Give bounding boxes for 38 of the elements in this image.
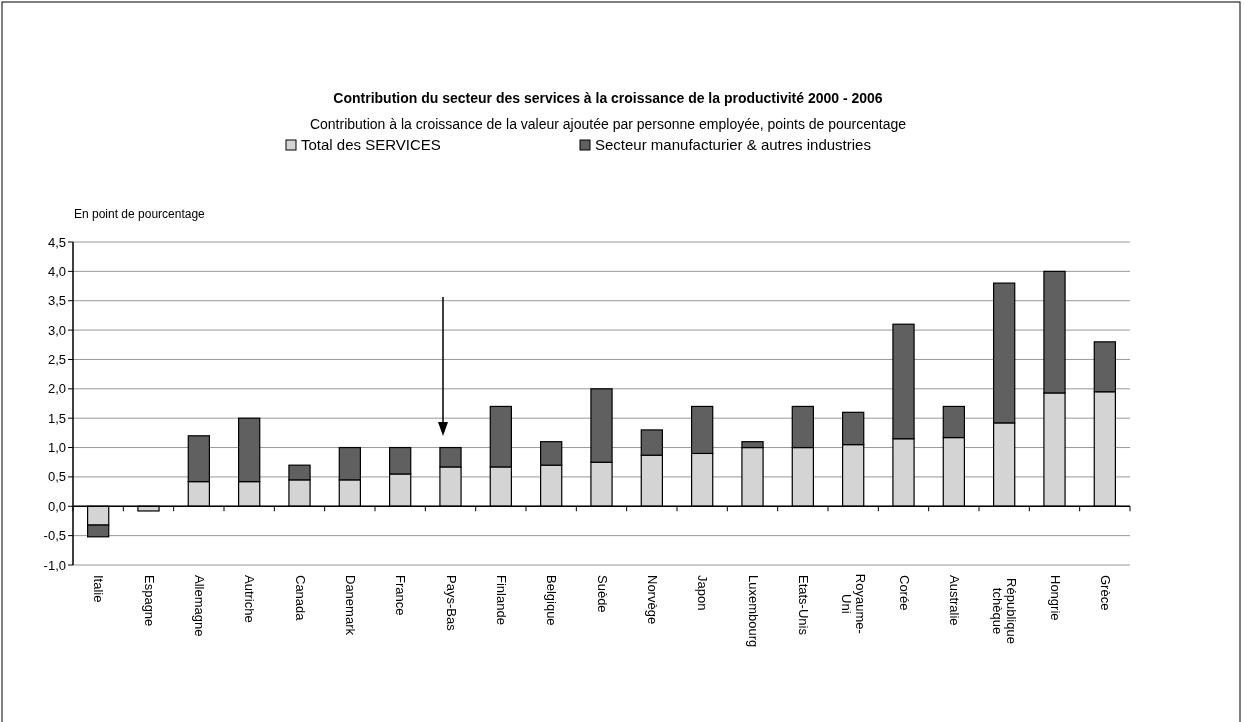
x-tick-label: Luxembourg [745, 575, 761, 648]
y-tick-label: 1,5 [47, 410, 66, 426]
x-tick-label: République tchèque [990, 578, 1020, 644]
x-tick-label: Belgique [544, 575, 560, 626]
legend-label: Total des SERVICES [301, 136, 441, 153]
y-tick-label: 3,5 [47, 293, 66, 309]
y-tick-label: -1,0 [43, 557, 66, 573]
x-tick-label: Canada [292, 575, 308, 622]
x-tick-label: Norvège [644, 575, 660, 625]
y-tick-label: 4,5 [47, 234, 66, 250]
x-tick-label: Pays-Bas [443, 575, 459, 632]
y-tick-label: 3,0 [47, 322, 66, 338]
x-tick-label: Danemark [342, 575, 358, 636]
x-tick-label: Espagne [141, 575, 157, 627]
x-tick-label: Corée [896, 575, 912, 611]
x-tick-label: France [393, 575, 409, 616]
chart-subtitle: Contribution à la croissance de la valeur ajoutée par personne employée, points de pourcentage [309, 116, 907, 132]
x-tick-label: Etats-Unis [795, 575, 811, 636]
y-tick-label: -0,5 [43, 528, 66, 544]
y-tick-label: 4,0 [47, 263, 66, 279]
x-tick-label: Italie [91, 575, 107, 603]
x-tick-label: Australie [946, 575, 962, 626]
y-tick-label: 1,0 [47, 440, 66, 456]
chart-title: Contribution du secteur des services à la croissance de la productivité 2000 - 2006 [333, 90, 883, 106]
y-axis-title: En point de pourcentage [74, 207, 206, 221]
y-tick-label: 0,0 [47, 498, 66, 514]
legend-label: Secteur manufacturier & autres industries [595, 136, 871, 153]
x-tick-label: Autriche [242, 575, 258, 623]
x-tick-label: Royaume-Uni [839, 573, 869, 634]
x-tick-label: Hongrie [1047, 575, 1063, 621]
x-tick-label: Finlande [493, 575, 509, 625]
y-tick-label: 0,5 [47, 469, 66, 485]
y-tick-label: 2,5 [47, 352, 66, 367]
x-tick-label: Suède [594, 575, 610, 613]
x-tick-label: Allemagne [191, 575, 207, 637]
x-tick-label: Grèce [1097, 575, 1113, 611]
y-tick-label: 2,0 [47, 381, 66, 397]
x-tick-label: Japon [695, 575, 711, 611]
